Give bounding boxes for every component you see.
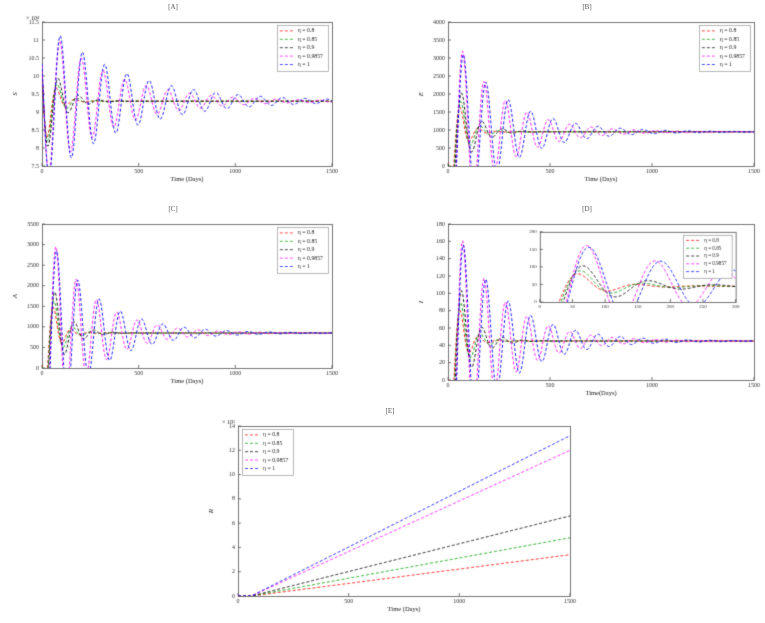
chart-panel-d: [D] [412, 204, 762, 402]
chart-panel-e: [E] [202, 406, 578, 618]
chart-title-e: [E] [385, 407, 395, 415]
chart-canvas-e [202, 416, 578, 618]
chart-title-a: [A] [168, 3, 178, 11]
chart-panel-b: [B] [412, 2, 762, 188]
chart-title-b: [B] [582, 3, 592, 11]
chart-title-d: [D] [582, 205, 592, 213]
chart-canvas-a [6, 12, 340, 188]
chart-canvas-b [412, 12, 762, 188]
chart-panel-a: [A] [6, 2, 340, 188]
chart-canvas-d [412, 214, 762, 402]
chart-canvas-c [6, 214, 340, 390]
chart-panel-c: [C] [6, 204, 340, 390]
chart-title-c: [C] [168, 205, 178, 213]
